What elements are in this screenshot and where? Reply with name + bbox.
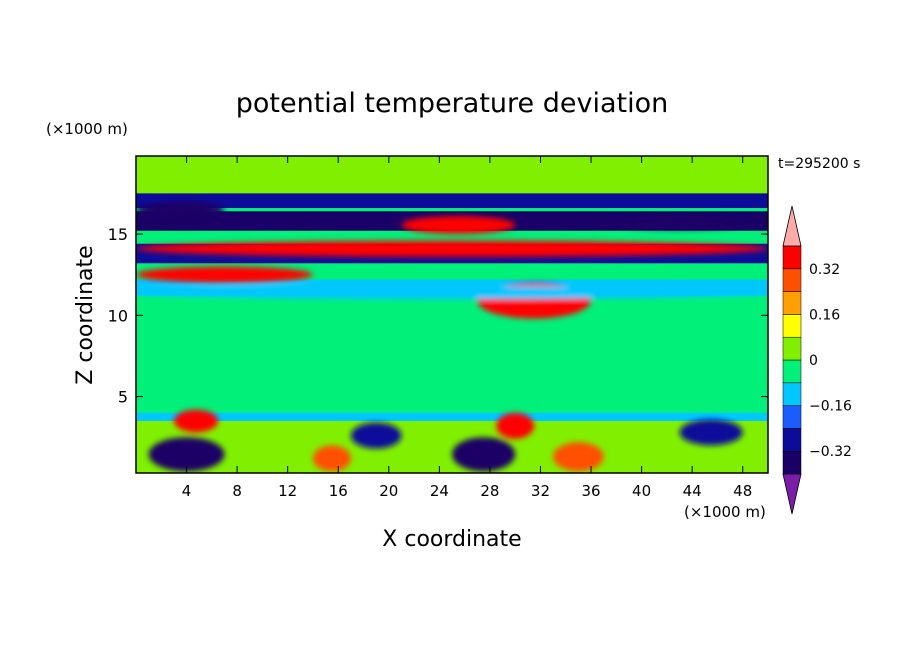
band-8 (136, 420, 768, 473)
colorbar-segment-8 (782, 268, 802, 292)
colorbar-segment-3 (782, 382, 802, 406)
x-tick-label-2: 12 (278, 482, 297, 500)
chart-title: potential temperature deviation (236, 88, 668, 119)
x-axis-label: X coordinate (382, 527, 521, 552)
colorbar-tick-label-4: −0.32 (809, 444, 852, 460)
x-tick-label-7: 32 (531, 482, 550, 500)
x-tick-label-11: 48 (733, 482, 752, 500)
colorbar-under-triangle (782, 473, 802, 515)
patch-2 (616, 217, 743, 230)
patch-0 (136, 201, 225, 218)
patch-14 (679, 419, 743, 446)
colorbar: 0.32 0.16 0 −0.16 −0.32 (782, 205, 852, 515)
x-unit-label: (×1000 m) (684, 503, 766, 521)
patch-layer (136, 201, 768, 472)
colorbar-tick-label-3: −0.16 (809, 399, 852, 415)
colorbar-tick-label-2: 0 (809, 353, 818, 369)
x-axis: 4 8 12 16 20 24 28 32 36 40 44 48 (182, 156, 752, 500)
colorbar-segment-6 (782, 314, 802, 338)
patch-11 (350, 422, 402, 449)
patch-6 (136, 286, 768, 300)
plot-area (136, 156, 768, 473)
patch-3 (136, 240, 768, 257)
plot-frame (135, 155, 769, 474)
patch-4 (136, 266, 313, 283)
patch-1 (401, 216, 516, 235)
patch-7 (173, 409, 219, 433)
x-tick-label-5: 24 (430, 482, 449, 500)
patch-8 (496, 412, 535, 439)
colorbar-segment-5 (782, 336, 802, 361)
colorbar-segment-9 (782, 245, 802, 270)
patch-13 (553, 442, 604, 472)
y-axis: 5 10 15 (108, 225, 768, 407)
colorbar-tick-label-1: 0.16 (809, 307, 840, 323)
colorbar-segment-1 (782, 428, 802, 452)
x-tick-label-0: 4 (182, 482, 192, 500)
x-tick-label-6: 28 (480, 482, 499, 500)
band-0 (136, 156, 768, 194)
y-axis-label: Z coordinate (73, 245, 98, 384)
x-tick-label-3: 16 (329, 482, 348, 500)
x-tick-label-9: 40 (632, 482, 651, 500)
y-tick-label-0: 5 (118, 388, 128, 407)
y-unit-label: (×1000 m) (46, 120, 128, 138)
colorbar-tick-label-0: 0.32 (809, 262, 840, 278)
patch-10 (312, 445, 351, 472)
colorbar-segment-0 (782, 450, 802, 475)
x-tick-label-8: 36 (581, 482, 600, 500)
colorbar-over-triangle (782, 205, 802, 247)
colorbar-segment-2 (782, 405, 802, 429)
time-label: t=295200 s (778, 156, 860, 172)
band-7 (136, 412, 768, 421)
x-tick-label-10: 44 (683, 482, 702, 500)
colorbar-segment-4 (782, 359, 802, 384)
band-6 (136, 302, 768, 413)
x-tick-label-1: 8 (232, 482, 242, 500)
x-tick-label-4: 20 (379, 482, 398, 500)
patch-9 (148, 437, 225, 472)
colorbar-segment-7 (782, 291, 802, 315)
y-tick-label-1: 10 (108, 306, 128, 325)
y-tick-label-2: 15 (108, 225, 128, 244)
band-layer (136, 156, 768, 473)
patch-12 (452, 437, 516, 472)
band-1 (136, 193, 768, 209)
